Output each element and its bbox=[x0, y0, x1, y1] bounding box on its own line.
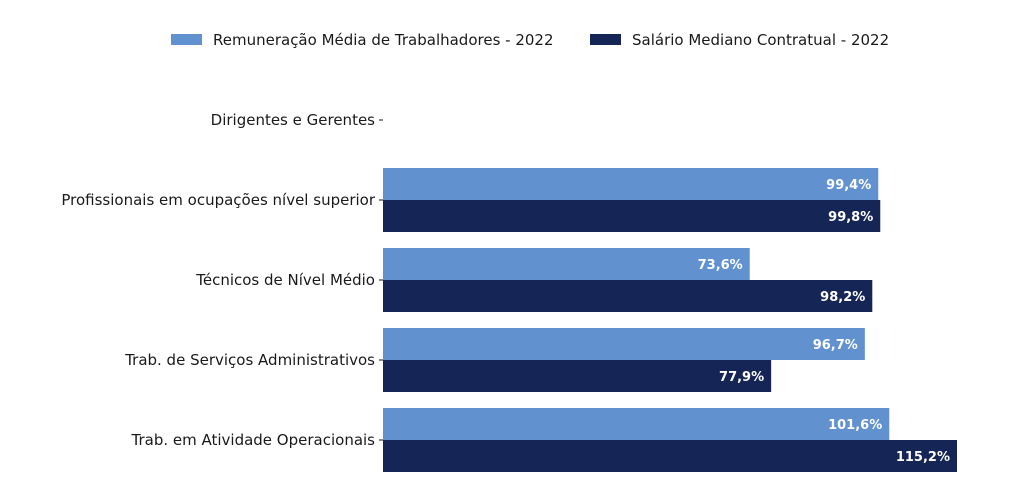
category-label: Trab. de Serviços Administrativos bbox=[124, 351, 375, 369]
category-label: Trab. em Atividade Operacionais bbox=[131, 431, 376, 449]
value-label: 96,7% bbox=[813, 338, 858, 353]
value-label: 98,2% bbox=[820, 290, 865, 305]
value-label: 99,4% bbox=[826, 178, 871, 193]
category-label: Profissionais em ocupações nível superio… bbox=[61, 191, 375, 209]
bar-0-2 bbox=[383, 248, 750, 280]
category-label: Técnicos de Nível Médio bbox=[195, 271, 375, 289]
value-label: 99,8% bbox=[828, 210, 873, 225]
legend-label-1: Salário Mediano Contratual - 2022 bbox=[632, 31, 889, 49]
bar-0-1 bbox=[383, 168, 879, 200]
bars bbox=[383, 168, 957, 472]
category-label: Dirigentes e Gerentes bbox=[211, 111, 376, 129]
legend: Remuneração Média de Trabalhadores - 202… bbox=[171, 31, 889, 49]
bar-1-3 bbox=[383, 360, 772, 392]
y-axis: Dirigentes e Gerentes Profissionais em oc… bbox=[61, 111, 383, 449]
bar-1-1 bbox=[383, 200, 881, 232]
value-label: 77,9% bbox=[719, 370, 764, 385]
bar-1-2 bbox=[383, 280, 873, 312]
value-label: 101,6% bbox=[828, 418, 882, 433]
value-label: 73,6% bbox=[698, 258, 743, 273]
bar-1-4 bbox=[383, 440, 957, 472]
legend-label-0: Remuneração Média de Trabalhadores - 202… bbox=[213, 31, 554, 49]
value-labels: 99,4% 99,8% 73,6% 98,2% 96,7% 77,9% 101,6% 115,… bbox=[698, 178, 950, 465]
legend-swatch-1 bbox=[590, 34, 621, 45]
bar-0-3 bbox=[383, 328, 865, 360]
value-label: 115,2% bbox=[896, 450, 950, 465]
bar-0-4 bbox=[383, 408, 890, 440]
legend-swatch-0 bbox=[171, 34, 202, 45]
